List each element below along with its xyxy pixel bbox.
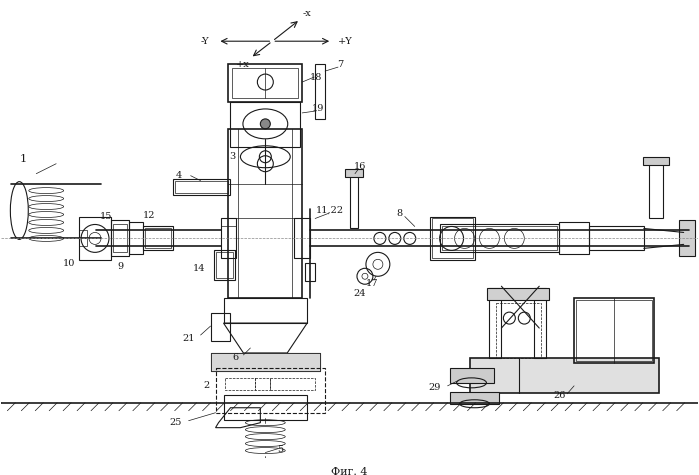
Bar [210,353,320,371]
Bar [233,68,298,98]
Bar [213,250,236,280]
Text: 18: 18 [310,73,322,82]
Text: 25: 25 [169,418,182,427]
Text: 24: 24 [354,289,366,298]
Bar [534,288,546,358]
Bar [449,368,494,383]
Text: 26: 26 [553,391,565,400]
Bar [294,218,310,258]
Bar [111,220,129,256]
Bar [430,217,475,260]
Bar [79,217,111,260]
Bar [271,378,315,390]
Text: 10: 10 [63,259,75,268]
Bar [224,298,307,323]
Bar [470,358,658,393]
Bar [129,222,143,254]
Bar [489,288,501,358]
Bar [496,303,541,358]
Text: 16: 16 [354,162,366,171]
Bar [210,313,231,341]
Bar [559,222,589,254]
Text: +Y: +Y [338,37,352,46]
Bar [350,174,358,228]
Bar [143,227,173,250]
Bar [229,129,302,298]
Bar [449,392,499,404]
Text: 2: 2 [203,381,210,390]
Bar [442,227,557,250]
Circle shape [260,119,271,129]
Text: 3: 3 [229,152,236,161]
Bar [231,102,300,147]
Text: 6: 6 [232,353,238,362]
Bar [643,157,669,165]
Bar [649,159,663,218]
Text: 29: 29 [428,383,441,392]
Bar [113,225,127,252]
Text: Фиг. 4: Фиг. 4 [331,467,367,475]
Text: 1: 1 [20,154,27,164]
Bar [220,227,236,250]
Bar [215,252,233,278]
Text: 11,22: 11,22 [316,206,344,215]
Bar [79,230,87,247]
Bar [679,220,695,256]
Text: 21: 21 [182,333,195,342]
Bar [574,298,654,363]
Bar [175,180,229,192]
Bar [315,64,325,119]
Bar [440,225,559,252]
Bar [210,353,320,371]
Text: 15: 15 [100,212,112,221]
Bar [576,300,651,361]
Bar [589,227,644,250]
Bar [432,218,473,258]
Bar [220,218,236,258]
Text: 14: 14 [192,264,205,273]
Text: 7: 7 [337,60,343,68]
Bar [255,378,271,390]
Bar [229,64,302,102]
Text: 12: 12 [143,211,155,220]
Text: 5: 5 [278,445,283,454]
Bar [487,288,549,300]
Text: 8: 8 [397,209,403,218]
Text: -x: -x [303,9,312,18]
Text: 19: 19 [312,104,324,114]
Bar [224,395,307,420]
Text: 9: 9 [118,262,124,271]
Bar [226,378,255,390]
Text: -Y: -Y [201,37,209,46]
Bar [215,368,325,413]
Text: 17: 17 [366,279,378,288]
Bar [173,179,231,195]
Bar [345,169,363,177]
Text: +x: +x [236,60,250,68]
Bar [145,228,171,248]
Bar [305,263,315,281]
Text: 4: 4 [175,171,182,180]
